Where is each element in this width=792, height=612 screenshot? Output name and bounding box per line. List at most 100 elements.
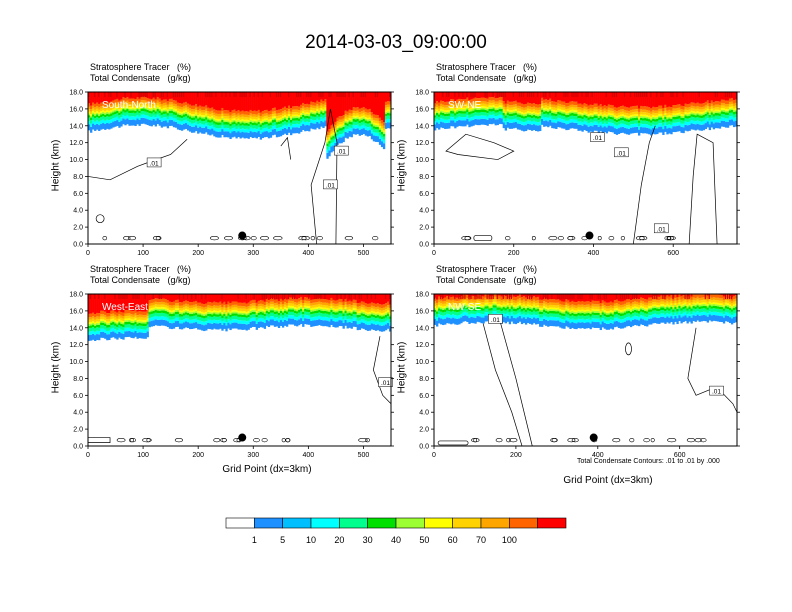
- tracer-cell: [144, 111, 147, 116]
- tracer-cell: [239, 111, 242, 115]
- tracer-cell: [152, 299, 155, 303]
- tracer-cell: [434, 312, 437, 316]
- tracer-cell: [547, 108, 550, 111]
- tracer-cell: [670, 119, 673, 122]
- tracer-cell: [277, 127, 281, 131]
- y-tick-label: 2.0: [73, 225, 83, 232]
- tracer-cell: [470, 120, 473, 127]
- tracer-cell: [229, 317, 232, 321]
- tracer-cell: [702, 109, 705, 112]
- tracer-cell: [142, 92, 144, 98]
- x-tick-label: 0: [432, 250, 436, 257]
- tracer-cell: [213, 112, 216, 116]
- tracer-cell: [324, 309, 327, 311]
- tracer-cell: [318, 116, 321, 120]
- tracer-cell: [728, 92, 731, 98]
- tracer-cell: [338, 302, 341, 305]
- tracer-cell: [356, 115, 359, 118]
- tracer-cell: [160, 298, 164, 302]
- tracer-cell: [249, 92, 252, 110]
- tracer-cell: [92, 108, 95, 111]
- tracer-cell: [322, 104, 325, 107]
- tracer-cell: [193, 111, 196, 115]
- tracer-cell: [191, 307, 194, 311]
- tracer-cell: [205, 321, 208, 325]
- tracer-cell: [496, 92, 498, 98]
- tracer-cell: [565, 111, 568, 114]
- tracer-cell: [334, 306, 337, 309]
- tracer-cell: [306, 115, 309, 119]
- tracer-cell: [482, 109, 485, 113]
- tracer-cell: [191, 109, 194, 112]
- tracer-cell: [249, 304, 252, 307]
- tracer-cell: [100, 106, 103, 109]
- tracer-cell: [195, 92, 198, 105]
- tracer-cell: [197, 92, 200, 107]
- tracer-cell: [599, 118, 602, 122]
- tracer-cell: [352, 314, 355, 318]
- tracer-cell: [557, 108, 560, 111]
- tracer-cell: [492, 105, 495, 107]
- tracer-cell: [148, 92, 151, 99]
- tracer-cell: [102, 92, 105, 102]
- tracer-cell: [670, 107, 673, 111]
- tracer-cell: [302, 117, 305, 121]
- contour-line: [127, 236, 137, 241]
- tracer-cell: [486, 113, 489, 117]
- tracer-cell: [537, 92, 540, 105]
- tracer-cell: [298, 112, 301, 116]
- tracer-cell: [348, 309, 351, 311]
- tracer-cell: [124, 324, 127, 328]
- tracer-cell: [199, 311, 202, 313]
- tracer-cell: [342, 118, 345, 121]
- tracer-cell: [694, 115, 697, 118]
- tracer-cell: [476, 92, 479, 99]
- tracer-cell: [197, 316, 200, 321]
- tracer-cell: [180, 308, 184, 311]
- tracer-cell: [444, 112, 447, 114]
- tracer-cell: [535, 125, 538, 132]
- tracer-cell: [98, 321, 101, 324]
- tracer-cell: [702, 124, 705, 131]
- tracer-cell: [460, 116, 463, 121]
- tracer-cell: [298, 301, 301, 305]
- tracer-cell: [362, 124, 366, 129]
- tracer-cell: [549, 104, 552, 108]
- tracer-cell: [456, 99, 459, 104]
- tracer-cell: [296, 120, 299, 124]
- tracer-cell: [273, 128, 277, 135]
- tracer-cell: [124, 108, 127, 111]
- tracer-cell: [104, 92, 106, 98]
- contour-label: .01: [146, 157, 162, 167]
- tracer-cell: [629, 106, 633, 110]
- tracer-cell: [328, 150, 331, 157]
- tracer-cell: [197, 127, 200, 134]
- tracer-cell: [460, 102, 463, 106]
- tracer-cell: [714, 118, 718, 123]
- tracer-cell: [680, 109, 683, 112]
- tracer-cell: [312, 102, 315, 106]
- tracer-cell: [368, 119, 372, 121]
- tracer-cell: [338, 307, 341, 310]
- tracer-cell: [172, 114, 176, 118]
- tracer-cell: [615, 113, 619, 117]
- tracer-cell: [700, 107, 703, 110]
- tracer-cell: [92, 123, 95, 130]
- tracer-cell: [186, 117, 190, 122]
- tracer-cell: [114, 332, 117, 339]
- tracer-cell: [241, 313, 244, 315]
- tracer-cell: [342, 316, 345, 320]
- tracer-cell: [112, 121, 115, 128]
- tracer-cell: [249, 118, 252, 121]
- tracer-cell: [124, 316, 127, 319]
- tracer-cell: [178, 111, 182, 114]
- tracer-cell: [156, 114, 159, 119]
- tracer-cell: [114, 120, 117, 127]
- tracer-cell: [324, 120, 327, 127]
- tracer-cell: [235, 119, 238, 122]
- tracer-cell: [326, 309, 329, 312]
- tracer-cell: [330, 146, 333, 153]
- tracer-cell: [356, 110, 359, 113]
- tracer-cell: [575, 113, 578, 117]
- tracer-cell: [654, 115, 657, 118]
